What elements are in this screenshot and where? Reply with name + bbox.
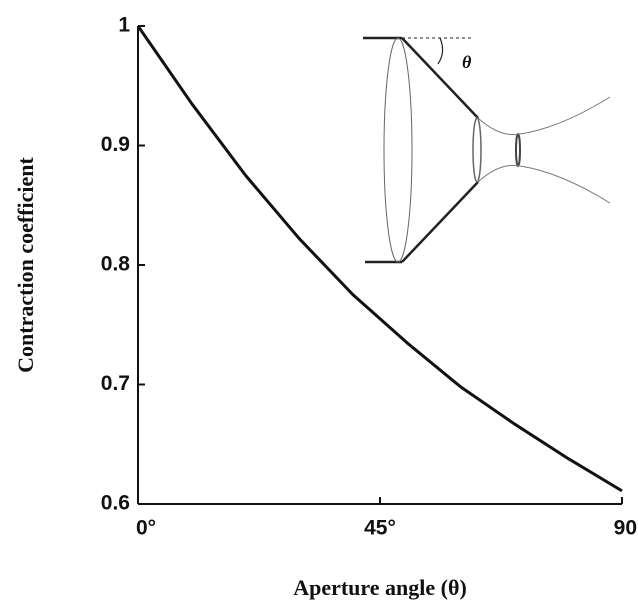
x-axis-label: Aperture angle (θ) [293, 575, 467, 600]
y-tick-label: 0.9 [101, 133, 130, 156]
chart: Aperture angle (θ) Contraction coefficie… [0, 0, 638, 609]
y-tick-label: 0.8 [101, 253, 131, 276]
y-tick-label: 0.6 [101, 492, 130, 515]
x-tick-label: 90 [614, 517, 637, 540]
data-line [138, 26, 622, 491]
y-axis-label: Contraction coefficient [13, 157, 38, 373]
y-tick-label: 1 [118, 14, 130, 37]
x-tick-label: 0° [136, 517, 156, 540]
annotation: θ [462, 52, 472, 72]
inset-diagram [363, 38, 610, 262]
x-tick-label: 45° [364, 517, 396, 540]
y-tick-label: 0.7 [101, 372, 130, 395]
